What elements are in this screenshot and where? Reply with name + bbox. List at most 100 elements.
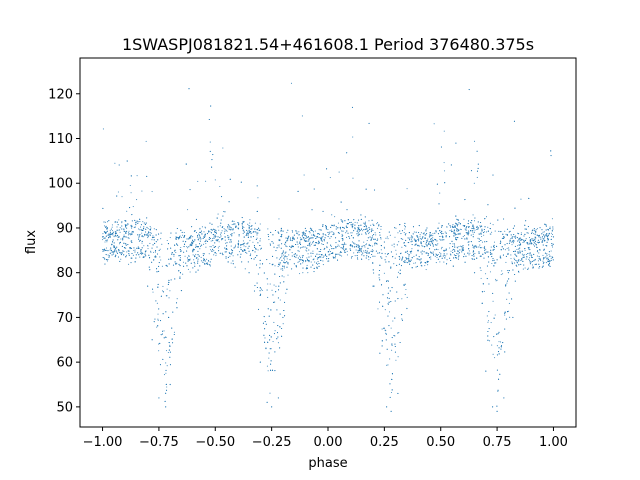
data-point bbox=[309, 232, 311, 234]
data-point bbox=[199, 236, 201, 238]
data-point bbox=[388, 311, 391, 313]
data-point bbox=[385, 339, 387, 341]
data-point bbox=[203, 231, 205, 233]
data-point bbox=[517, 251, 519, 253]
data-point bbox=[330, 236, 332, 238]
data-point bbox=[174, 261, 176, 263]
data-point bbox=[376, 227, 379, 229]
data-point bbox=[481, 247, 483, 249]
data-point bbox=[443, 255, 445, 257]
data-point bbox=[536, 255, 538, 257]
data-point bbox=[168, 349, 170, 351]
data-point bbox=[237, 246, 239, 248]
data-point bbox=[545, 224, 547, 226]
data-point bbox=[540, 260, 542, 262]
data-point bbox=[414, 239, 416, 242]
data-point bbox=[319, 256, 321, 258]
data-point bbox=[525, 238, 527, 240]
data-point bbox=[127, 223, 129, 225]
data-point bbox=[298, 234, 300, 236]
data-point bbox=[148, 257, 151, 259]
data-point bbox=[110, 247, 112, 249]
data-point bbox=[123, 254, 125, 256]
data-point bbox=[141, 229, 143, 231]
data-point bbox=[375, 250, 377, 252]
data-point bbox=[431, 239, 433, 241]
data-point bbox=[534, 233, 536, 235]
data-point bbox=[426, 232, 428, 235]
data-point bbox=[516, 260, 518, 262]
data-point bbox=[342, 220, 344, 222]
data-point bbox=[466, 226, 468, 228]
data-point bbox=[399, 230, 401, 232]
data-point bbox=[483, 257, 485, 259]
data-point bbox=[283, 261, 285, 263]
data-point bbox=[324, 237, 326, 239]
data-point bbox=[410, 235, 412, 237]
data-point bbox=[371, 219, 373, 221]
data-point bbox=[125, 232, 127, 235]
data-point bbox=[549, 260, 551, 262]
data-point bbox=[404, 259, 406, 261]
data-point bbox=[420, 238, 423, 240]
data-point bbox=[287, 263, 289, 265]
data-point bbox=[337, 227, 339, 229]
data-point bbox=[186, 247, 189, 249]
data-point bbox=[296, 254, 298, 256]
data-point bbox=[158, 350, 160, 352]
data-point bbox=[342, 247, 344, 249]
data-point bbox=[429, 234, 431, 236]
data-point bbox=[166, 265, 168, 267]
data-point bbox=[383, 241, 385, 243]
data-point bbox=[334, 257, 336, 259]
data-point bbox=[408, 237, 410, 239]
data-point bbox=[218, 229, 220, 231]
data-point bbox=[356, 222, 358, 224]
data-point bbox=[267, 234, 269, 236]
data-point bbox=[468, 241, 470, 243]
data-point bbox=[550, 259, 552, 262]
data-point bbox=[543, 261, 545, 264]
data-point bbox=[334, 237, 337, 239]
data-point bbox=[217, 213, 219, 215]
data-point bbox=[197, 269, 199, 271]
data-point bbox=[542, 265, 544, 267]
data-point bbox=[357, 258, 359, 260]
data-point bbox=[278, 275, 281, 278]
data-point bbox=[346, 223, 348, 225]
data-point bbox=[544, 252, 546, 254]
data-point bbox=[243, 221, 245, 223]
data-point bbox=[262, 322, 265, 324]
data-point bbox=[441, 257, 443, 259]
data-point bbox=[407, 252, 409, 254]
data-point bbox=[326, 258, 328, 260]
data-point bbox=[113, 251, 115, 253]
data-point bbox=[404, 251, 406, 253]
data-point bbox=[371, 249, 373, 251]
data-point bbox=[305, 240, 308, 242]
data-point bbox=[353, 252, 355, 254]
data-point bbox=[167, 352, 169, 354]
data-point bbox=[335, 228, 337, 230]
data-point bbox=[246, 232, 248, 234]
data-point bbox=[445, 249, 447, 252]
data-point bbox=[255, 238, 257, 241]
data-point bbox=[357, 246, 359, 248]
data-point bbox=[472, 230, 474, 232]
data-point bbox=[249, 240, 251, 242]
data-point bbox=[534, 259, 536, 261]
data-point bbox=[133, 249, 135, 251]
data-point bbox=[449, 247, 451, 249]
data-point bbox=[118, 229, 120, 231]
data-point bbox=[521, 239, 523, 241]
data-point bbox=[412, 236, 414, 238]
data-point bbox=[457, 223, 459, 225]
data-point bbox=[533, 228, 535, 230]
data-point bbox=[377, 308, 379, 310]
data-point bbox=[396, 276, 399, 278]
data-point bbox=[360, 218, 362, 220]
data-point bbox=[341, 251, 343, 253]
data-point bbox=[279, 299, 281, 301]
data-point bbox=[471, 225, 474, 228]
data-point bbox=[326, 245, 328, 247]
